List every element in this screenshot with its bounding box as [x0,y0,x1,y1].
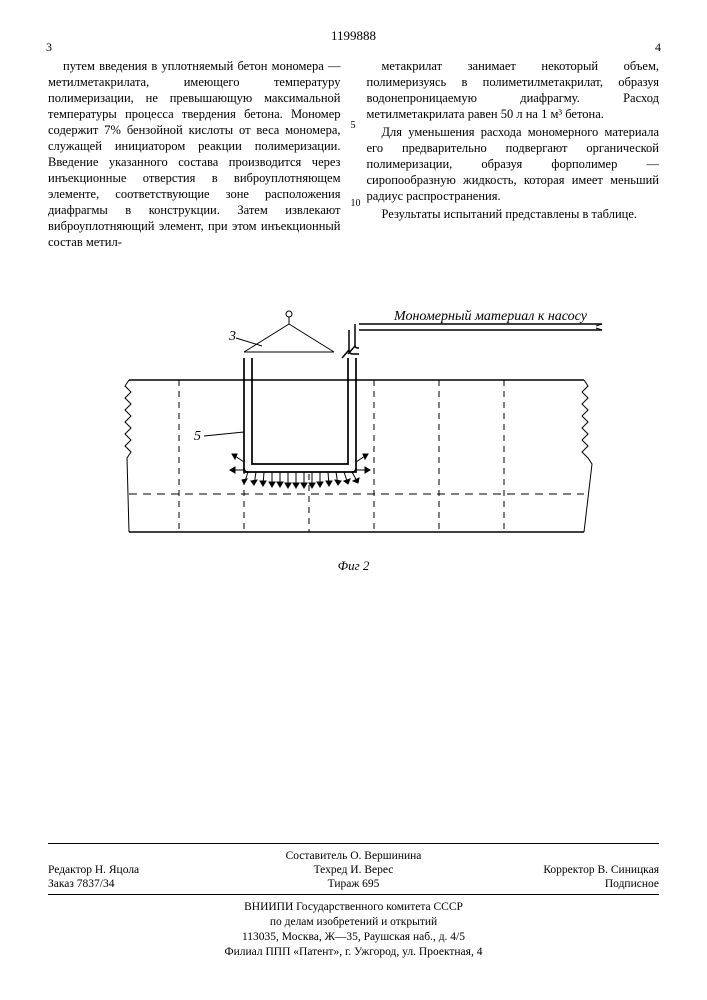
figure-2-svg: Мономерный материал к насосу 3 [94,302,614,552]
footer-org-line-1: ВНИИПИ Государственного комитета СССР [244,901,463,913]
figure-ref-3: 3 [228,329,236,344]
footer-circulation: Тираж 695 [246,878,462,890]
line-number-gutter: 5 10 [351,58,363,252]
footer-rule-1 [48,843,659,844]
figure-2: Мономерный материал к насосу 3 [48,302,659,574]
footer: Составитель О. Вершинина Редактор Н. Яцо… [48,843,659,960]
footer-credits-row-3: Заказ 7837/34 Тираж 695 Подписное [48,878,659,890]
page-number-left: 3 [46,40,52,55]
footer-rule-2 [48,894,659,895]
footer-credits-row-2: Редактор Н. Яцола Техред И. Верес Коррек… [48,864,659,876]
pipe-label-text: Мономерный материал к насосу [393,309,588,324]
page: 1199888 3 путем введения в уплотняемый б… [0,0,707,1000]
footer-subscription: Подписное [461,878,659,890]
page-number-right: 4 [655,40,661,55]
footer-corrector: Корректор В. Синицкая [461,864,659,876]
right-column: 4 5 10 метакрилат занимает некоторый объ… [367,58,660,252]
footer-org-line-3: 113035, Москва, Ж—35, Раушская наб., д. … [242,931,465,943]
line-number-5: 5 [351,120,356,131]
spray-arrows [230,454,370,488]
footer-org-line-2: по делам изобретений и открытий [270,916,437,928]
left-paragraph-1: путем введения в уплотняемый бетон моном… [48,58,341,250]
line-number-10: 10 [351,198,361,209]
document-number: 1199888 [48,28,659,44]
left-column: 3 путем введения в уплотняемый бетон мон… [48,58,341,252]
footer-order: Заказ 7837/34 [48,878,246,890]
footer-org: ВНИИПИ Государственного комитета СССР по… [48,900,659,960]
right-paragraph-3: Результаты испытаний представлены в табл… [367,206,660,222]
figure-caption: Фиг 2 [48,558,659,574]
footer-techred: Техред И. Верес [246,864,462,876]
right-paragraph-2: Для уменьшения расхода мономерного матер… [367,124,660,204]
footer-org-line-4: Филиал ППП «Патент», г. Ужгород, ул. Про… [225,946,483,958]
footer-credits-row-1: Составитель О. Вершинина [48,850,659,862]
right-paragraph-1: метакрилат занимает некоторый объем, пол… [367,58,660,122]
footer-compiler: Составитель О. Вершинина [246,850,462,862]
footer-editor: Редактор Н. Яцола [48,864,246,876]
text-columns: 3 путем введения в уплотняемый бетон мон… [48,58,659,252]
figure-ref-5: 5 [194,429,201,444]
